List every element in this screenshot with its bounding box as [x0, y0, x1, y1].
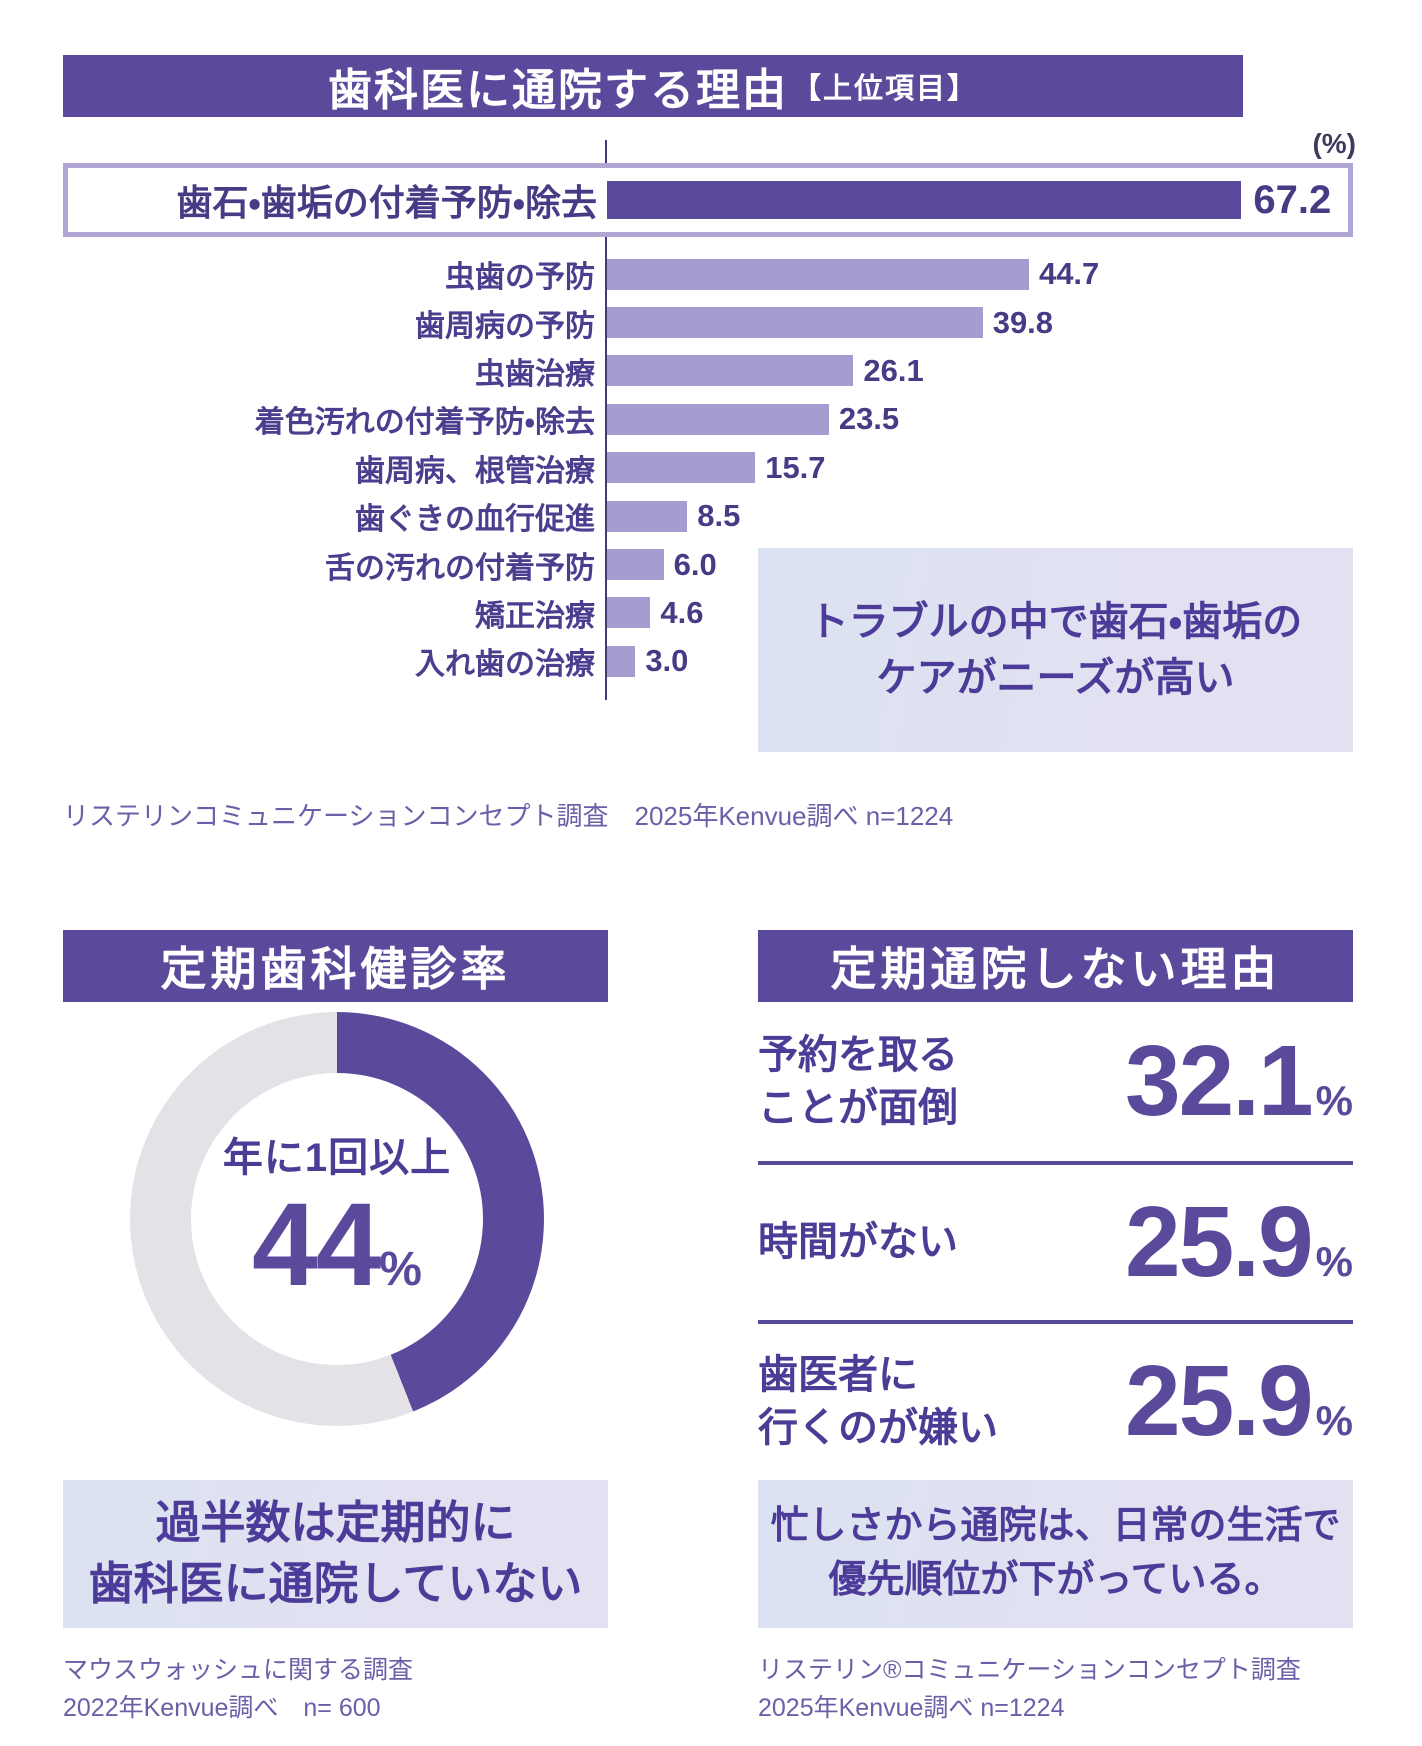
- bar-row-value: 6.0: [673, 546, 717, 582]
- donut-section-title: 定期歯科健診率: [160, 943, 511, 995]
- bar-row: 歯周病、根管治療 15.7: [63, 444, 1355, 492]
- reason-value: 25.9%: [1125, 1344, 1353, 1459]
- donut-note: 過半数は定期的に 歯科医に通院していない: [63, 1480, 608, 1628]
- bar-row: 入れ歯の治療 3.0: [63, 637, 1355, 685]
- reasons-note: 忙しさから通院は、日常の生活で 優先順位が下がっている。: [758, 1480, 1353, 1628]
- bar-row: 着色汚れの付着予防・除去 23.5: [63, 395, 1355, 443]
- bar-row: 虫歯治療 26.1: [63, 347, 1355, 395]
- donut-center-label: 年に1回以上: [222, 1136, 452, 1180]
- reason-value-unit: %: [1315, 1238, 1353, 1285]
- reasons-source: リステリン®コミュニケーションコンセプト調査 2025年Kenvue調べ n=1…: [758, 1652, 1301, 1727]
- reasons-section-title: 定期通院しない理由: [830, 943, 1281, 995]
- reason-value: 32.1%: [1125, 1024, 1353, 1139]
- bar-row-value: 39.8: [992, 304, 1054, 340]
- reason-value-unit: %: [1315, 1397, 1353, 1444]
- reason-row: 歯医者に 行くのが嫌い 25.9%: [758, 1320, 1353, 1479]
- bar-chart-title-suffix: 【上位項目】: [791, 73, 978, 105]
- reason-value-number: 25.9: [1125, 1186, 1314, 1298]
- bar-fill: [607, 452, 756, 484]
- bar-chart-title-banner: 歯科医に通院する理由 【上位項目】: [63, 55, 1243, 117]
- chart-axis-line: [605, 140, 607, 700]
- bar-chart-note: トラブルの中で歯石・歯垢の ケアがニーズが高い: [758, 548, 1353, 752]
- bar-row-label: 矯正治療: [475, 599, 595, 633]
- reason-value-number: 32.1: [1125, 1025, 1314, 1137]
- reason-value-number: 25.9: [1125, 1345, 1314, 1457]
- bar-row-label: 歯周病、根管治療: [355, 454, 595, 488]
- reason-label: 時間がない: [758, 1220, 958, 1265]
- donut-value-unit: %: [379, 1243, 422, 1296]
- reason-value-unit: %: [1315, 1077, 1353, 1124]
- reason-row: 予約を取る ことが面倒 32.1%: [758, 1002, 1353, 1161]
- donut-chart: 年に1回以上 44%: [130, 1012, 544, 1426]
- bar-chart-title: 歯科医に通院する理由: [327, 66, 788, 115]
- highlight-bar-value: 67.2: [1253, 177, 1332, 222]
- donut-source: マウスウォッシュに関する調査 2022年Kenvue調べ n= 600: [63, 1652, 413, 1727]
- reason-row: 時間がない 25.9%: [758, 1161, 1353, 1320]
- bar-fill: [607, 258, 1029, 290]
- reasons-source-line1: リステリン®コミュニケーションコンセプト調査: [758, 1656, 1301, 1684]
- donut-value-number: 44: [252, 1179, 381, 1311]
- bar-row: 矯正治療 4.6: [63, 589, 1355, 637]
- bar-rows: 虫歯の予防 44.7 歯周病の予防 39.8 虫歯治療 26.1 着色汚れの付着予防・除去 2…: [63, 250, 1355, 686]
- highlight-bar-label: 歯石・歯垢の付着予防・除去: [176, 182, 597, 223]
- donut-hole: 年に1回以上 44%: [191, 1073, 483, 1365]
- highlight-bar-fill: [607, 181, 1242, 219]
- bar-fill: [607, 355, 854, 387]
- bar-chart-source: リステリンコミュニケーションコンセプト調査 2025年Kenvue調べ n=12…: [63, 801, 954, 831]
- donut-source-line1: マウスウォッシュに関する調査: [63, 1656, 414, 1684]
- bar-row-value: 44.7: [1038, 256, 1100, 292]
- donut-source-line2: 2022年Kenvue調べ n= 600: [63, 1693, 381, 1722]
- donut-note-line1: 過半数は定期的に: [155, 1497, 516, 1549]
- donut-center-value: 44%: [252, 1177, 422, 1313]
- reason-label: 予約を取る ことが面倒: [758, 1032, 958, 1130]
- bar-chart-note-line1: トラブルの中で歯石・歯垢の: [808, 600, 1303, 644]
- bar-row: 歯ぐきの血行促進 8.5: [63, 492, 1355, 540]
- bar-fill: [607, 403, 829, 435]
- bar-fill: [607, 549, 664, 581]
- reasons-note-line2: 優先順位が下がっている。: [828, 1559, 1283, 1601]
- reasons-note-line1: 忙しさから通院は、日常の生活で: [770, 1505, 1341, 1548]
- bar-row: 歯周病の予防 39.8: [63, 298, 1355, 346]
- bar-row-label: 歯周病の予防: [415, 309, 595, 343]
- bar-row-value: 8.5: [697, 498, 741, 534]
- donut-section-title-banner: 定期歯科健診率: [63, 930, 608, 1002]
- reasons-source-line2: 2025年Kenvue調べ n=1224: [758, 1693, 1065, 1722]
- bar-fill: [607, 597, 651, 629]
- reasons-list: 予約を取る ことが面倒 32.1% 時間がない 25.9% 歯医者に 行くのが嫌い 25.9%: [758, 1002, 1353, 1479]
- bar-row-label: 舌の汚れの付着予防: [325, 551, 595, 585]
- bar-row: 虫歯の予防 44.7: [63, 250, 1355, 298]
- bar-fill: [607, 645, 636, 677]
- highlight-bar-row: 歯石・歯垢の付着予防・除去 67.2: [63, 163, 1353, 237]
- bar-row-label: 入れ歯の治療: [415, 648, 595, 682]
- bar-row-label: 虫歯治療: [475, 357, 595, 391]
- bar-row-value: 15.7: [765, 449, 826, 485]
- reason-value: 25.9%: [1125, 1185, 1353, 1300]
- bar-row-value: 3.0: [645, 643, 689, 679]
- bar-row-label: 着色汚れの付着予防・除去: [254, 406, 595, 440]
- bar-row-label: 虫歯の予防: [445, 261, 595, 295]
- bar-fill: [607, 307, 983, 339]
- bar-fill: [607, 500, 688, 532]
- bar-row: 舌の汚れの付着予防 6.0: [63, 540, 1355, 588]
- donut-note-line2: 歯科医に通院していない: [88, 1558, 583, 1609]
- reason-label: 歯医者に 行くのが嫌い: [758, 1352, 998, 1450]
- bar-chart-note-line2: ケアがニーズが高い: [876, 656, 1235, 700]
- bar-row-label: 歯ぐきの血行促進: [355, 503, 595, 537]
- bar-row-value: 4.6: [660, 594, 704, 630]
- percent-unit-label: (%): [1312, 128, 1356, 159]
- bar-row-value: 23.5: [838, 401, 900, 437]
- reasons-section-title-banner: 定期通院しない理由: [758, 930, 1353, 1002]
- bar-row-value: 26.1: [863, 352, 924, 388]
